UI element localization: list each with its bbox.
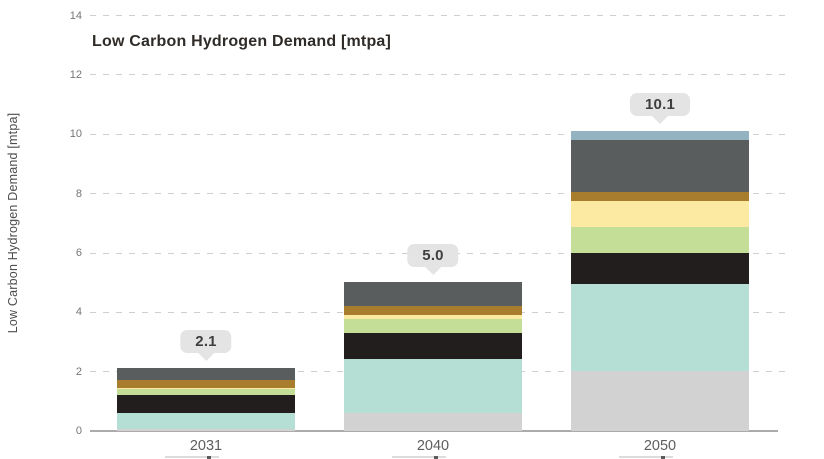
mint-teal-segment	[117, 412, 295, 430]
total-callout-2050: 10.1	[630, 92, 690, 124]
gridline-y-8	[90, 193, 788, 195]
callout-pointer	[423, 266, 442, 276]
x-tick-label-2031: 2031	[189, 438, 223, 454]
y-tick-label-8: 8	[75, 187, 82, 200]
mint-teal-segment	[571, 283, 749, 372]
pale-yellow-segment	[117, 387, 295, 390]
y-tick-label-10: 10	[69, 128, 82, 141]
cutoff-text-dot	[207, 456, 211, 459]
ochre-brown-segment	[344, 306, 522, 315]
dark-gray-segment	[117, 368, 295, 381]
chart-title: Low Carbon Hydrogen Demand [mtpa]	[92, 33, 392, 50]
light-green-segment	[344, 319, 522, 333]
light-gray-segment	[117, 429, 295, 431]
x-tick-label-2050: 2050	[643, 438, 677, 454]
bar-2050	[571, 130, 749, 431]
steel-blue-segment	[571, 130, 749, 140]
black-segment	[571, 252, 749, 284]
y-tick-label-14: 14	[69, 9, 82, 22]
pale-yellow-segment	[344, 314, 522, 320]
bar-2031	[117, 368, 295, 431]
cutoff-text-line	[165, 456, 219, 458]
total-value-label: 10.1	[630, 92, 690, 116]
light-green-segment	[571, 227, 749, 253]
callout-pointer	[196, 352, 215, 362]
x-tick-label-2040: 2040	[416, 438, 450, 454]
cutoff-text-dot	[661, 456, 665, 459]
bar-2040	[344, 282, 522, 431]
y-tick-label-12: 12	[69, 68, 82, 81]
total-callout-2031: 2.1	[180, 330, 232, 362]
y-tick-label-6: 6	[75, 247, 82, 260]
dark-gray-segment	[344, 282, 522, 306]
gridline-y-14	[90, 15, 788, 16]
y-tick-label-0: 0	[75, 425, 82, 438]
callout-pointer	[651, 114, 669, 124]
black-segment	[344, 332, 522, 360]
ochre-brown-segment	[571, 191, 749, 201]
black-segment	[117, 395, 295, 413]
pale-yellow-segment	[571, 200, 749, 228]
cutoff-text-line	[392, 456, 446, 458]
gridline-y-12	[90, 74, 788, 76]
light-green-segment	[117, 389, 295, 396]
y-axis-title: Low Carbon Hydrogen Demand [mtpa]	[6, 112, 20, 334]
cutoff-text-line	[619, 456, 673, 458]
gridline-y-10	[90, 133, 788, 135]
dark-gray-segment	[571, 139, 749, 192]
x-axis-line	[90, 429, 778, 432]
total-callout-2040: 5.0	[407, 244, 459, 276]
y-tick-label-4: 4	[75, 306, 82, 319]
light-gray-segment	[344, 412, 522, 431]
cutoff-text-dot	[434, 456, 438, 459]
total-value-label: 5.0	[407, 244, 459, 268]
total-value-label: 2.1	[180, 330, 232, 354]
mint-teal-segment	[344, 359, 522, 413]
light-gray-segment	[571, 371, 749, 431]
y-tick-label-2: 2	[75, 365, 82, 378]
ochre-brown-segment	[117, 380, 295, 388]
